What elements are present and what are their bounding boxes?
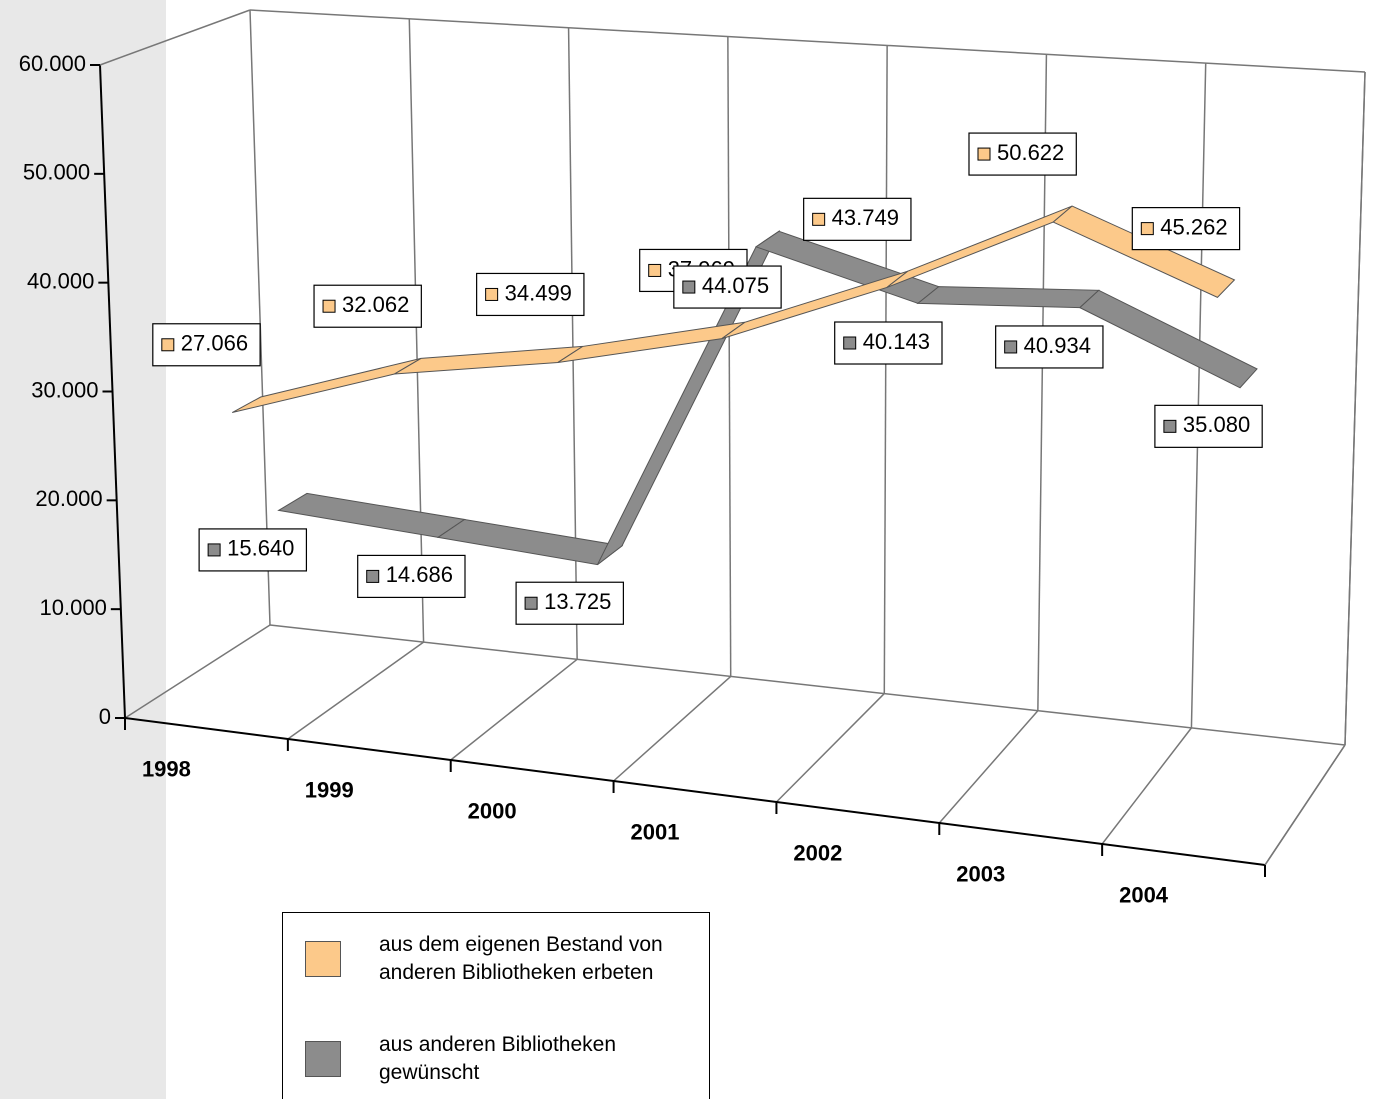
data-label-marker <box>648 263 662 277</box>
wall-line <box>567 27 578 660</box>
data-label: 40.934 <box>995 325 1104 369</box>
data-label-text: 15.640 <box>227 536 294 561</box>
x-tick-label: 2001 <box>631 819 680 844</box>
data-label-text: 44.075 <box>702 273 769 298</box>
ribbon-segment <box>436 518 624 566</box>
ribbon-segment <box>394 345 583 375</box>
x-tick-label: 2000 <box>468 798 517 823</box>
wall-edge <box>1344 71 1366 746</box>
data-label-marker <box>1004 340 1018 354</box>
data-label: 40.143 <box>834 321 943 365</box>
floor-line <box>938 710 1039 824</box>
y-tick-label: 60.000 <box>19 51 86 76</box>
data-label-marker <box>485 287 499 301</box>
y-tick-label: 30.000 <box>31 377 98 402</box>
data-label-marker <box>843 336 857 350</box>
data-label: 44.075 <box>673 265 782 309</box>
data-label-text: 43.749 <box>832 205 899 230</box>
data-label-marker <box>682 280 696 294</box>
floor-line <box>613 675 732 782</box>
data-label: 35.080 <box>1154 404 1263 448</box>
x-tick-label: 1999 <box>305 777 354 802</box>
data-label-marker <box>207 543 221 557</box>
y-tick-label: 20.000 <box>35 486 102 511</box>
floor-line <box>775 693 885 803</box>
top-left-edge <box>99 9 251 66</box>
data-label: 43.749 <box>803 197 912 241</box>
wall-line <box>249 9 271 626</box>
legend: aus dem eigenen Bestand von anderen Bibl… <box>282 912 710 1099</box>
x-tick-label: 2003 <box>956 861 1005 886</box>
floor-line <box>450 658 578 761</box>
data-label-marker <box>366 569 380 583</box>
legend-swatch <box>305 1041 341 1077</box>
wall-line <box>408 18 425 643</box>
floor-right-edge <box>1264 744 1346 866</box>
floor-line <box>1101 727 1193 845</box>
x-tick-label: 2004 <box>1119 882 1169 907</box>
legend-item: aus dem eigenen Bestand von anderen Bibl… <box>305 931 699 987</box>
x-tick-label: 1998 <box>142 756 191 781</box>
data-label-text: 14.686 <box>386 562 453 587</box>
data-label: 34.499 <box>476 272 585 317</box>
data-label: 32.062 <box>313 284 422 328</box>
data-label-text: 50.622 <box>997 140 1064 165</box>
floor-back <box>269 624 1346 746</box>
side-panel <box>0 0 166 1099</box>
data-label-marker <box>524 596 538 610</box>
data-label: 50.622 <box>968 132 1077 176</box>
floor-line <box>124 624 271 719</box>
y-tick-label: 50.000 <box>23 160 90 185</box>
data-label-text: 32.062 <box>342 292 409 317</box>
data-label-text: 40.143 <box>863 329 930 354</box>
ribbon-segment <box>1052 205 1236 298</box>
x-tick-label: 2002 <box>793 840 842 865</box>
legend-label: aus dem eigenen Bestand von anderen Bibl… <box>379 933 663 984</box>
data-label-text: 45.262 <box>1160 214 1227 239</box>
data-label-marker <box>1140 222 1154 236</box>
data-label: 27.066 <box>152 323 261 367</box>
data-label-marker <box>322 299 336 313</box>
y-tick-label: 0 <box>99 704 111 729</box>
legend-swatch <box>305 941 341 977</box>
floor-line <box>287 641 425 740</box>
data-label-marker <box>977 147 991 161</box>
data-label: 15.640 <box>198 528 308 572</box>
ribbon-segment <box>1078 289 1258 389</box>
data-label-text: 35.080 <box>1183 412 1250 437</box>
wall-line <box>883 45 888 694</box>
data-label: 13.725 <box>515 581 624 625</box>
data-label: 45.262 <box>1131 207 1241 251</box>
data-label-text: 27.066 <box>181 331 248 356</box>
x-axis <box>124 717 1266 866</box>
legend-label: aus anderen Bibliotheken gewünscht <box>379 1033 617 1084</box>
wall-top <box>249 9 1366 73</box>
data-label-marker <box>161 338 175 352</box>
data-label: 14.686 <box>357 554 466 599</box>
data-label-marker <box>812 212 826 226</box>
data-label-text: 34.499 <box>505 280 572 305</box>
ribbon-segment <box>231 357 422 414</box>
wall-line <box>727 36 732 677</box>
data-label-text: 13.725 <box>544 589 611 614</box>
y-tick-label: 10.000 <box>40 595 107 620</box>
legend-item: aus anderen Bibliotheken gewünscht <box>305 1031 699 1087</box>
ribbon-segment <box>916 286 1101 309</box>
wall-line <box>1190 63 1207 728</box>
data-label-text: 40.934 <box>1024 333 1091 358</box>
y-tick-label: 40.000 <box>27 268 94 293</box>
data-label-marker <box>1163 419 1177 433</box>
